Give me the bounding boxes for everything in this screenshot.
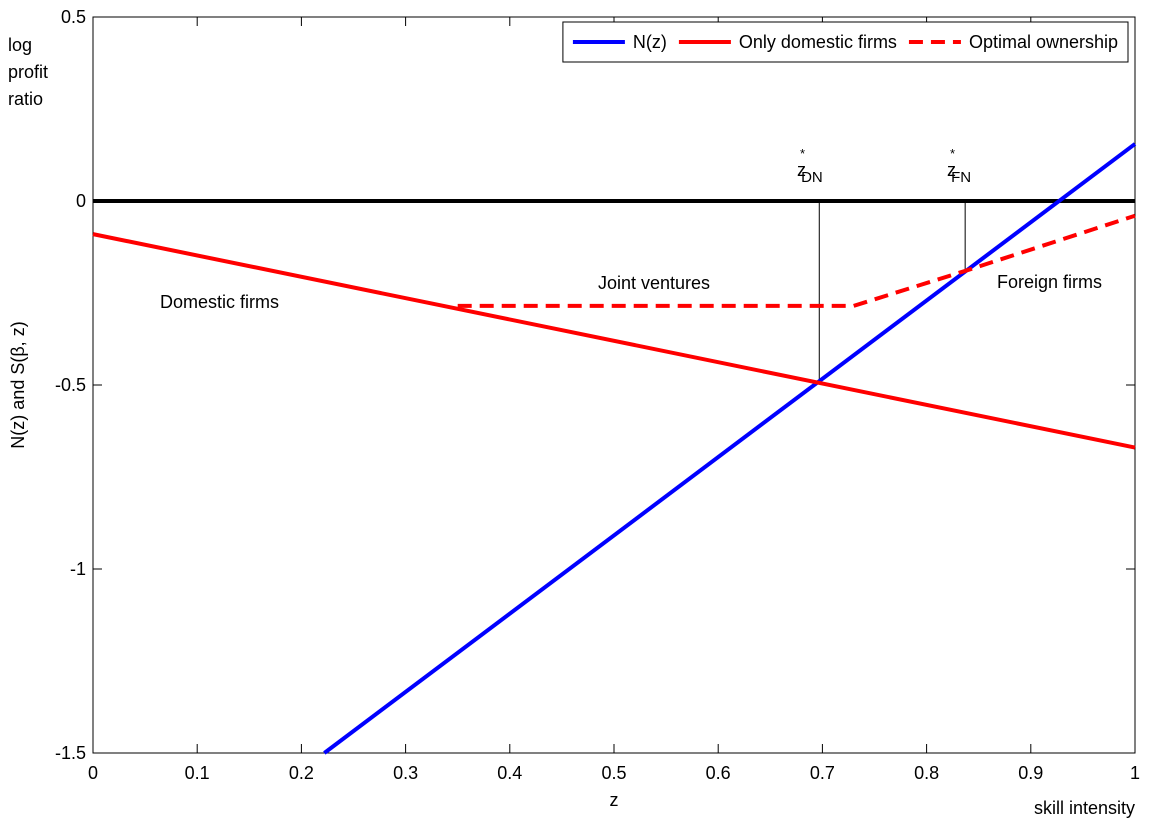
x-tick-label: 0.2 bbox=[289, 763, 314, 783]
legend-box bbox=[562, 21, 1129, 63]
x-tick-label: 0.7 bbox=[810, 763, 835, 783]
x-tick-label: 0.1 bbox=[185, 763, 210, 783]
x-tick-label: 0.3 bbox=[393, 763, 418, 783]
x-tick-label: 0.5 bbox=[601, 763, 626, 783]
annotation: Foreign firms bbox=[997, 272, 1102, 292]
y-tick-label: 0.5 bbox=[61, 7, 86, 27]
legend: N(z) Only domestic firms Optimal ownership bbox=[562, 21, 1129, 63]
x-tick-label: 0.6 bbox=[706, 763, 731, 783]
label-sup: * bbox=[800, 146, 805, 161]
y-axis-label: N(z) and S(β, z) bbox=[8, 321, 28, 448]
label-base: z bbox=[797, 160, 806, 180]
x-tick-label: 0.4 bbox=[497, 763, 522, 783]
legend-label: Only domestic firms bbox=[739, 32, 897, 52]
corner-label: log bbox=[8, 35, 32, 55]
annotation: Domestic firms bbox=[160, 292, 279, 312]
x-axis-label: z bbox=[610, 790, 619, 810]
corner-label: profit bbox=[8, 62, 48, 82]
series-line bbox=[457, 213, 1136, 308]
series-line bbox=[92, 232, 1136, 450]
x-tick-label: 0.9 bbox=[1018, 763, 1043, 783]
label-sub: FN bbox=[951, 169, 971, 186]
y-tick-label: 0 bbox=[76, 191, 86, 211]
x-tick-label: 1 bbox=[1130, 763, 1140, 783]
threshold-label: z* DN bbox=[797, 146, 823, 186]
label-sup: * bbox=[950, 146, 955, 161]
series-line bbox=[323, 142, 1137, 755]
x-tick-label: 0 bbox=[88, 763, 98, 783]
label-base: z bbox=[947, 160, 956, 180]
corner-label: ratio bbox=[8, 89, 43, 109]
y-tick-label: -0.5 bbox=[55, 375, 86, 395]
y-tick-label: -1.5 bbox=[55, 743, 86, 763]
label-sub: DN bbox=[801, 169, 823, 186]
x-note: skill intensity bbox=[1034, 798, 1135, 818]
threshold-label: z* FN bbox=[947, 146, 971, 186]
annotation: Joint ventures bbox=[598, 273, 710, 293]
y-tick-label: -1 bbox=[70, 559, 86, 579]
legend-label: N(z) bbox=[633, 32, 667, 52]
legend-label: Optimal ownership bbox=[969, 32, 1118, 52]
x-tick-label: 0.8 bbox=[914, 763, 939, 783]
